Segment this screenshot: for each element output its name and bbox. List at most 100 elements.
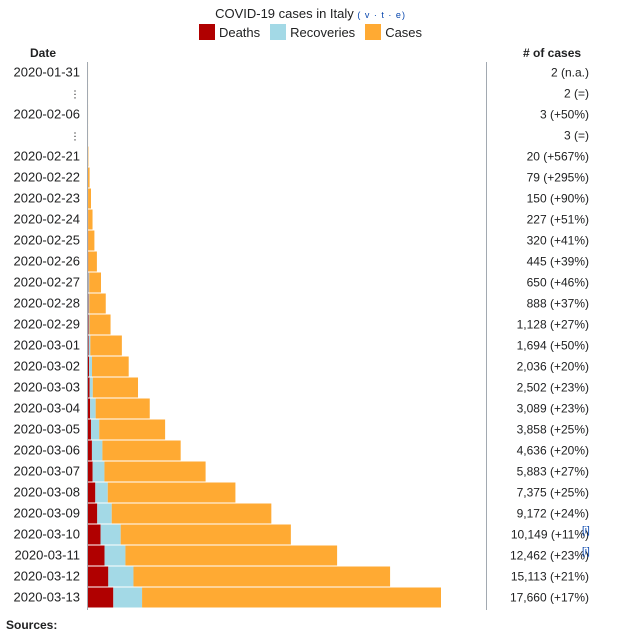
bar-segment-recoveries	[88, 293, 90, 314]
bar-segment-deaths	[88, 356, 90, 377]
bar-segment-deaths	[88, 524, 101, 545]
date-label: 2020-03-04	[14, 401, 81, 416]
case-count-label: 2 (=)	[564, 87, 589, 101]
date-label: 2020-01-31	[14, 65, 81, 80]
legend-swatch-recoveries	[270, 24, 287, 40]
bar-segment-deaths	[88, 419, 91, 440]
footnote-link[interactable]: [i]	[582, 547, 590, 558]
bar-segment-deaths	[88, 377, 90, 398]
case-count-label: 150 (+90%)	[527, 192, 589, 206]
case-count-label: 888 (+37%)	[527, 297, 589, 311]
bar-segment-cases	[102, 440, 181, 461]
case-count-label: 79 (+295%)	[527, 171, 589, 185]
bar-segment-deaths	[88, 314, 89, 335]
case-count-label: 2 (n.a.)	[551, 66, 589, 80]
case-count-label: 445 (+39%)	[527, 255, 589, 269]
case-count-label: 2,502 (+23%)	[517, 381, 589, 395]
bar-segment-cases	[88, 209, 93, 230]
bar-segment-recoveries	[100, 524, 121, 545]
bar-segment-cases	[90, 335, 122, 356]
case-count-label: 2,036 (+20%)	[517, 360, 589, 374]
chart-title: COVID-19 cases in Italy	[215, 6, 354, 21]
case-count-label: 15,113 (+21%)	[511, 570, 589, 584]
case-count-label: 17,660 (+17%)	[510, 591, 589, 605]
bar-segment-cases	[92, 356, 129, 377]
date-label: 2020-03-01	[14, 338, 81, 353]
footnote-link[interactable]: [i]	[582, 526, 590, 537]
bar-segment-deaths	[88, 440, 92, 461]
case-count-label: 10,149 (+11%)	[511, 528, 589, 542]
bar-segment-cases	[88, 251, 97, 272]
bar-segment-cases	[89, 272, 101, 293]
date-label: 2020-03-06	[14, 443, 81, 458]
date-label: 2020-02-21	[14, 149, 81, 164]
date-label: 2020-03-11	[14, 548, 80, 563]
date-label: ⋮	[70, 90, 80, 101]
case-count-label: 4,636 (+20%)	[517, 444, 589, 458]
date-label: 2020-02-28	[14, 296, 81, 311]
bar-segment-deaths	[88, 461, 93, 482]
sources-label: Sources:	[6, 618, 58, 632]
legend-item-cases: Cases	[365, 24, 422, 40]
case-count-label: 227 (+51%)	[527, 213, 589, 227]
bar-segment-recoveries	[91, 440, 103, 461]
bar-segment-recoveries	[113, 587, 143, 608]
date-label: 2020-03-05	[14, 422, 81, 437]
case-count-label: 3 (+50%)	[540, 108, 589, 122]
bar-segment-deaths	[88, 503, 98, 524]
date-label: 2020-02-23	[14, 191, 81, 206]
bar-segment-recoveries	[108, 566, 134, 587]
bar-segment-cases	[142, 587, 441, 608]
bar-segment-cases	[89, 314, 111, 335]
bar-segment-recoveries	[89, 377, 93, 398]
date-label: ⋮	[70, 132, 80, 143]
legend-swatch-deaths	[198, 24, 215, 40]
bar-segment-cases	[95, 398, 150, 419]
bar-segment-cases	[120, 524, 291, 545]
bar-segment-cases	[125, 545, 338, 566]
bar-baseline	[87, 62, 88, 610]
date-label: 2020-03-09	[14, 506, 81, 521]
case-count-label: 9,172 (+24%)	[517, 507, 589, 521]
date-label: 2020-03-10	[14, 527, 81, 542]
bar-segment-deaths	[88, 566, 109, 587]
bar-segment-recoveries	[88, 335, 91, 356]
bar-segment-recoveries	[89, 356, 93, 377]
bar-segment-cases	[104, 461, 206, 482]
date-label: 2020-02-24	[14, 212, 81, 227]
case-count-label: 5,883 (+27%)	[517, 465, 589, 479]
bar-segment-deaths	[88, 587, 114, 608]
bar-segment-recoveries	[88, 314, 90, 335]
legend-label-recoveries: Recoveries	[290, 24, 356, 40]
date-label: 2020-02-26	[14, 254, 81, 269]
date-label: 2020-03-13	[14, 590, 81, 605]
date-label: 2020-03-03	[14, 380, 81, 395]
date-label: 2020-02-27	[14, 275, 81, 290]
date-label: 2020-02-29	[14, 317, 81, 332]
bar-segment-cases	[107, 482, 236, 503]
case-count-label: 1,128 (+27%)	[517, 318, 589, 332]
edit-template-link[interactable]: e	[395, 10, 402, 20]
bar-segment-recoveries	[95, 482, 108, 503]
bar-segment-deaths	[88, 398, 91, 419]
bar-segment-recoveries	[97, 503, 112, 524]
date-column-header: Date	[30, 46, 57, 60]
bar-segment-cases	[88, 230, 95, 251]
talk-template-link[interactable]: t	[381, 10, 385, 20]
case-count-label: 12,462 (+23%)	[510, 549, 589, 563]
bar-segment-deaths	[88, 545, 105, 566]
bar-segment-recoveries	[90, 419, 100, 440]
bar-segment-cases	[89, 293, 106, 314]
date-label: 2020-02-22	[14, 170, 81, 185]
case-count-label: 3,858 (+25%)	[517, 423, 589, 437]
chart-legend: Deaths Recoveries Cases	[0, 24, 621, 40]
bar-segment-recoveries	[90, 398, 96, 419]
view-template-link[interactable]: v	[364, 10, 371, 20]
date-label: 2020-02-25	[14, 233, 81, 248]
case-count-label: 320 (+41%)	[527, 234, 589, 248]
date-label: 2020-03-12	[14, 569, 81, 584]
bar-segment-cases	[88, 188, 91, 209]
date-label: 2020-03-07	[14, 464, 81, 479]
